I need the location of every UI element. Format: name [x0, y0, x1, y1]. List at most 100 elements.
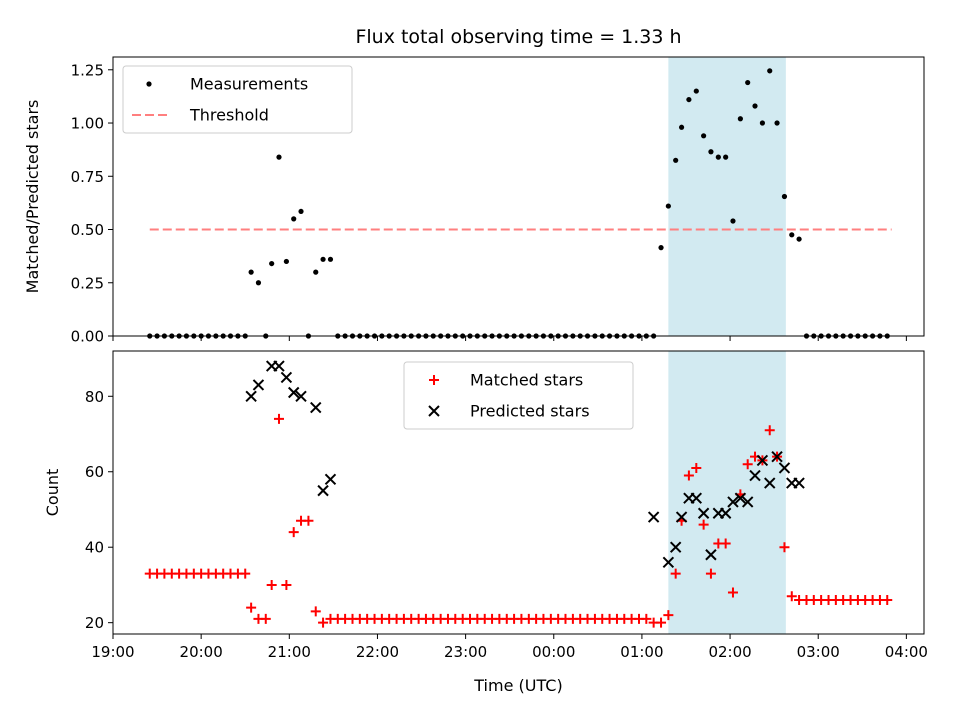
count-x-ticks: 19:00 20:00 21:00 22:00 23:00 00:00 01:00 02:00… [91, 634, 928, 661]
measurement-point [774, 120, 780, 126]
matched-star-point [670, 568, 681, 579]
measurement-point [730, 218, 736, 224]
count-legend: Matched stars Predicted stars [403, 361, 634, 430]
y-tick-label: 1.25 [71, 61, 104, 79]
count-y-axis-label: Count [43, 469, 62, 517]
measurement-point [701, 133, 707, 139]
predicted-star-point [756, 454, 769, 467]
predicted-star-point [245, 390, 257, 402]
matched-star-point [303, 515, 314, 526]
x-tick-label: 02:00 [708, 643, 751, 661]
predicted-star-point [280, 371, 293, 384]
x-tick-label: 03:00 [797, 643, 840, 661]
matched-star-point [691, 462, 702, 473]
predicted-star-point [310, 401, 322, 414]
y-tick-label: 80 [85, 388, 104, 406]
ratio-y-axis-label: Matched/Predicted stars [23, 100, 42, 294]
measurement-point [752, 103, 758, 109]
x-tick-label: 04:00 [885, 643, 928, 661]
x-tick-label: 19:00 [91, 643, 134, 661]
predicted-star-point [741, 496, 754, 508]
matched-star-point [720, 538, 731, 549]
matched-star-point [698, 519, 709, 530]
matched-star-point [273, 413, 284, 424]
predicted-star-point [764, 477, 776, 489]
x-tick-label: 01:00 [620, 643, 663, 661]
legend-entry-label: Matched stars [470, 371, 583, 390]
measurement-point [715, 154, 721, 160]
count-axes-frame [112, 350, 925, 635]
measurement-point [693, 88, 699, 94]
predicted-star-point [273, 360, 285, 372]
measurement-point [796, 236, 802, 242]
measurement-point [269, 260, 275, 267]
x-tick-label: 21:00 [268, 643, 311, 661]
measurement-point [313, 269, 319, 275]
measurement-point [320, 256, 326, 262]
matched-star-point [260, 613, 271, 624]
matched-star-point [663, 610, 674, 621]
measurement-point [723, 154, 729, 160]
matched-star-point [240, 568, 251, 579]
measurement-point [781, 193, 788, 200]
predicted-star-point [324, 473, 337, 486]
predicted-star-point [771, 450, 783, 463]
y-tick-label: 1.00 [71, 115, 104, 133]
ratio-x-ticks [112, 336, 907, 341]
predicted-star-point [734, 492, 747, 504]
matched-star-point [246, 602, 257, 613]
measurement-point [745, 79, 751, 86]
y-tick-label: 0.25 [71, 274, 104, 292]
measurement-point [291, 216, 297, 222]
measurement-point [759, 120, 766, 126]
x-axis-label: Time (UTC) [473, 676, 562, 695]
y-tick-label: 40 [85, 539, 104, 557]
measurement-point [255, 280, 262, 286]
x-tick-label: 22:00 [356, 643, 399, 661]
measurement-point [686, 96, 692, 103]
chart-title: Flux total observing time = 1.33 h [355, 26, 681, 48]
measurement-point [276, 154, 282, 160]
matched-star-point [281, 579, 292, 590]
x-tick-label: 20:00 [180, 643, 223, 661]
measurement-point [789, 232, 795, 238]
predicted-star-point [675, 511, 688, 523]
measurement-point [283, 258, 289, 265]
matched-star-point [779, 542, 790, 553]
predicted-star-point [647, 511, 660, 523]
measurement-point [658, 245, 664, 251]
legend-x-marker [428, 405, 440, 417]
matched-star-point [705, 568, 716, 579]
predicted-star-point [669, 541, 682, 553]
matched-star-point [786, 591, 797, 602]
x-tick-label: 23:00 [444, 643, 487, 661]
count-plot-area [144, 360, 893, 628]
predicted-star-point [705, 549, 717, 561]
ratio-panel: 0.00 0.25 0.50 0.75 1.00 1.25 Flux total obse… [23, 26, 925, 346]
predicted-star-point [697, 507, 710, 519]
count-panel: 20 40 60 80 19:00 20:00 21:00 22:00 23:00 00:00 0… [43, 350, 928, 695]
observing-window-span [668, 57, 786, 336]
matched-star-point [288, 527, 299, 538]
predicted-star-point [252, 379, 265, 391]
predicted-star-point [288, 386, 300, 399]
measurement-point [737, 116, 743, 122]
predicted-star-point [295, 390, 307, 402]
predicted-star-point [662, 556, 675, 569]
matched-star-point [727, 587, 738, 598]
matched-star-point [310, 606, 321, 617]
predicted-star-point [749, 469, 761, 482]
matched-star-point [641, 613, 652, 624]
legend-plus-marker [429, 375, 439, 385]
y-tick-label: 20 [85, 614, 104, 632]
predicted-star-point [793, 477, 805, 489]
measurement-point [665, 203, 671, 209]
measurement-point [298, 208, 304, 215]
predicted-star-point [727, 496, 739, 508]
y-tick-label: 60 [85, 463, 104, 481]
measurement-point [708, 149, 714, 155]
x-tick-label: 00:00 [532, 643, 575, 661]
matched-star-point [318, 617, 329, 628]
matched-star-point [266, 579, 277, 590]
